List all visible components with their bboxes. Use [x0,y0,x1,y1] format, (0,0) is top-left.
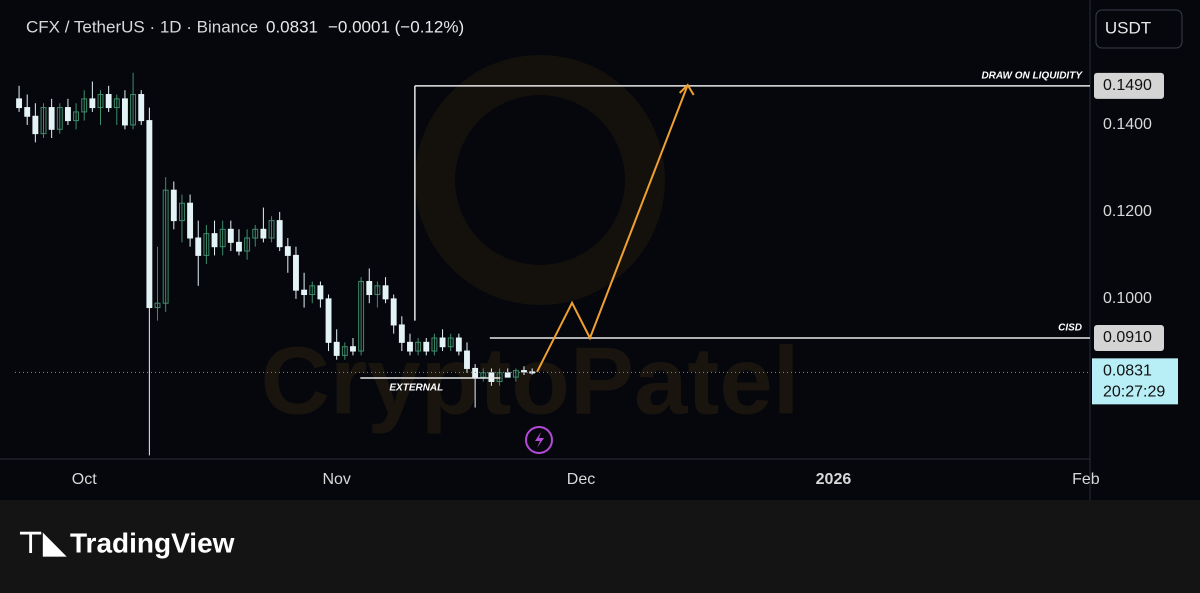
candle-body [529,371,536,374]
candle-body [64,107,71,122]
candle-body [415,341,422,352]
candle-body [374,285,381,296]
candle-body [16,98,23,109]
candle-body [81,98,88,113]
level-name: CISD [1058,323,1082,334]
candle-body [89,98,96,109]
candle-body [309,285,316,296]
candle-body [341,346,348,356]
candle-body [32,115,39,135]
candle-body [325,298,332,343]
candle-body [130,94,137,126]
watermark-logo [415,55,665,305]
candle-body [382,285,389,300]
candle-body [179,202,185,222]
candle-body [504,372,511,378]
brand: TradingView [70,527,235,558]
candle-body [122,98,128,126]
candle-body [521,370,527,373]
candle-body [195,237,202,256]
candle-body [447,337,454,348]
x-tick-label: Oct [72,471,97,488]
candle-body [390,298,397,326]
candle-body [219,228,226,248]
candle-body [317,285,324,300]
candle-body [244,237,251,252]
x-tick-label: 2026 [816,471,852,488]
candle-body [398,324,405,343]
current-price-label: 0.0831 [1103,363,1152,380]
candle-body [350,346,356,352]
candle-body [105,94,112,109]
level-price-box [1094,325,1164,351]
last-price: 0.0831 [266,17,318,36]
candle-body [211,233,218,248]
candle-body [276,220,283,248]
countdown: 20:27:29 [1103,384,1165,401]
level-price-label: 0.0910 [1103,329,1152,346]
y-tick-label: 0.1200 [1103,203,1152,220]
candle-body [293,254,299,291]
candle-body [73,111,80,122]
candle-body [284,246,291,256]
x-tick-label: Nov [322,471,350,488]
symbol-title: CFX / TetherUS · 1D · Binance [26,17,258,36]
candle-body [162,189,169,304]
level-price-box [1094,72,1164,99]
candle-body [203,233,210,256]
candle-body [252,228,259,239]
candle-body [301,289,308,296]
candle-body [439,337,446,348]
candle-body [56,107,63,130]
candle-body [333,341,340,356]
candle-body [358,280,365,352]
candle-body [236,241,242,252]
currency-button[interactable] [1095,9,1183,49]
price-change: −0.0001 (−0.12%) [328,17,464,36]
y-tick-label: 0.1400 [1103,116,1152,133]
candle-body [268,220,275,239]
candle-body [455,337,462,352]
candle-body [260,228,267,239]
watermark: CryptoPatel [261,327,800,434]
candle-body [512,370,519,378]
projection-path [536,84,689,373]
currency-label[interactable]: USDT [1105,18,1151,37]
current-price-box [1092,358,1178,405]
level-price-label: 0.1490 [1103,77,1152,94]
candle-body [97,94,104,109]
candle-body [407,341,413,352]
candle-body [40,107,47,135]
candle-body [24,107,31,117]
candle-body [146,120,153,309]
y-tick-label: 0.1000 [1103,290,1152,307]
event-bolt [535,432,544,448]
candle-body [187,202,194,239]
external-label: EXTERNAL [389,383,443,394]
candle-body [431,337,438,352]
event-icon[interactable] [525,426,553,454]
brand-mark: ⊤◣ [18,528,67,560]
candle-body [113,98,120,109]
candle-body [154,302,161,309]
candle-body [48,107,55,130]
x-tick-label: Feb [1072,471,1100,488]
candle-body [227,228,234,243]
level-name: DRAW ON LIQUIDITY [981,70,1083,81]
candle-body [488,372,495,382]
x-tick-label: Dec [567,471,595,488]
candle-body [170,189,177,222]
candle-body [464,350,470,369]
candle-body [423,341,430,352]
candle-body [138,94,145,122]
projection-arrow [678,83,695,96]
candle-body [366,280,373,296]
